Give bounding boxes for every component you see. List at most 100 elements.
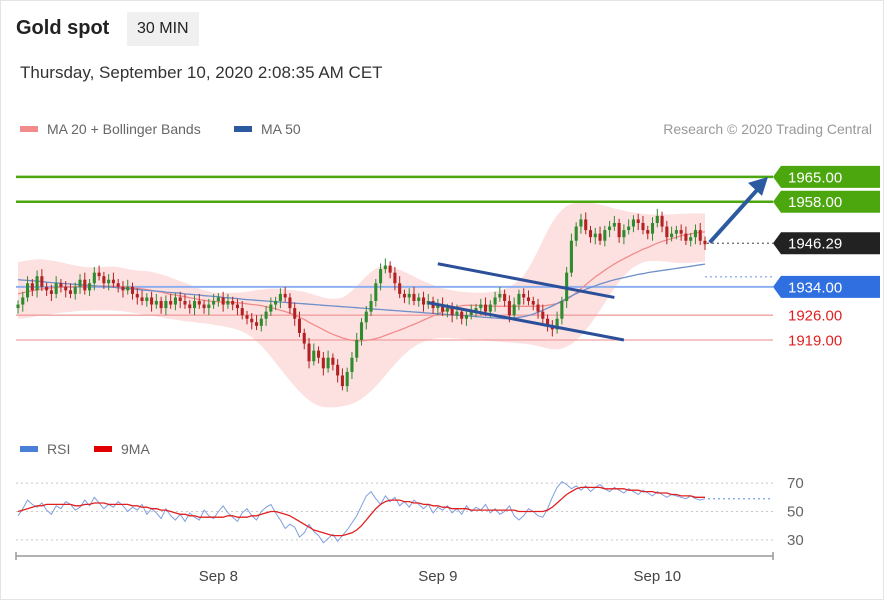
candle-body — [336, 364, 340, 376]
candle-body — [622, 230, 626, 238]
rsi-line — [17, 481, 706, 544]
candle-body — [541, 311, 545, 319]
time-axis-label: Sep 9 — [418, 568, 457, 585]
candle-body — [593, 233, 597, 238]
candle-body — [608, 226, 612, 231]
price-label-1965-00: 1965.00 — [788, 169, 842, 186]
candle-body — [26, 283, 30, 298]
candle-body — [97, 272, 101, 277]
candle-body — [16, 304, 20, 309]
candle-body — [364, 311, 368, 323]
candle-body — [603, 230, 607, 241]
candle-body — [255, 322, 259, 326]
candle-body — [345, 371, 349, 387]
candle-body — [684, 233, 688, 241]
projection-arrow-shaft — [708, 187, 760, 244]
candle-body — [226, 301, 230, 305]
candle-body — [35, 276, 39, 291]
candle-body — [288, 297, 292, 309]
candle-body — [245, 315, 249, 319]
candle-body — [259, 318, 263, 326]
candle-body — [54, 283, 58, 294]
candle-body — [460, 311, 464, 319]
candle-body — [178, 297, 182, 301]
candle-body — [88, 283, 92, 291]
candle-body — [641, 223, 645, 231]
candle-body — [355, 340, 359, 358]
candle-body — [59, 283, 63, 287]
candle-body — [73, 286, 77, 294]
candle-body — [221, 297, 225, 305]
candle-body — [436, 304, 440, 309]
candle-body — [517, 293, 521, 305]
candle-body — [650, 223, 655, 234]
candle-body — [240, 308, 244, 316]
legend-rsi: RSI — [20, 441, 70, 457]
candle-body — [569, 240, 573, 273]
candle-body — [235, 304, 239, 309]
candle-body — [469, 311, 473, 316]
candle-body — [359, 322, 364, 340]
price-label-1919-00: 1919.00 — [788, 333, 842, 350]
price-label-1958-00: 1958.00 — [788, 194, 842, 211]
candle-body — [674, 230, 678, 234]
candle-body — [703, 240, 707, 245]
price-tag-1934-00 — [773, 275, 880, 298]
candle-body — [421, 297, 426, 305]
candle-body — [450, 308, 454, 316]
candle-body — [546, 318, 550, 326]
candle-body — [278, 293, 282, 301]
candle-body — [302, 332, 306, 344]
candle-body — [312, 350, 316, 362]
candle-body — [402, 293, 406, 298]
time-axis-label: Sep 10 — [634, 568, 682, 585]
candle-body — [536, 304, 540, 312]
candle-body — [126, 286, 130, 291]
candle-body — [207, 304, 211, 309]
candle-body — [164, 301, 168, 309]
channel-lower-line — [428, 301, 625, 342]
timeframe-badge[interactable]: 30 MIN — [127, 12, 199, 46]
candle-body — [464, 315, 468, 319]
legend-bollinger-label: MA 20 + Bollinger Bands — [47, 121, 201, 137]
rsi-tick-label: 30 — [787, 532, 804, 549]
timestamp: Thursday, September 10, 2020 2:08:35 AM … — [20, 63, 383, 82]
candle-body — [297, 318, 302, 333]
candle-body — [388, 265, 392, 273]
candle-body — [588, 230, 593, 238]
candle-body — [283, 293, 287, 298]
candle-body — [455, 311, 459, 316]
candle-body — [398, 283, 402, 294]
legend-9ma-label: 9MA — [121, 441, 150, 457]
channel-upper-line — [437, 262, 615, 299]
candle-body — [250, 318, 254, 323]
candle-body — [169, 301, 173, 305]
candle-body — [173, 297, 177, 305]
candle-body — [140, 297, 144, 301]
candle-body — [617, 223, 621, 238]
candle-body — [192, 301, 197, 309]
candle-body — [317, 350, 321, 358]
credit-text: Research © 2020 Trading Central — [663, 121, 872, 137]
candle-body — [183, 301, 187, 305]
candle-body — [479, 304, 483, 309]
candle-body — [68, 290, 73, 294]
candle-body — [498, 293, 502, 298]
candle-body — [374, 283, 378, 301]
candle-body — [269, 304, 273, 312]
candle-body — [555, 318, 559, 330]
candle-body — [130, 286, 135, 294]
price-tag-1965-00 — [773, 165, 880, 188]
candle-body — [627, 226, 631, 231]
candle-body — [522, 293, 526, 298]
bollinger-band-area — [18, 202, 705, 408]
candle-body — [49, 290, 53, 294]
candle-body — [135, 293, 139, 298]
candle-body — [78, 279, 82, 287]
candle-body — [512, 304, 516, 316]
candle-body — [383, 265, 387, 270]
candle-body — [445, 308, 449, 312]
candle-body — [484, 304, 488, 312]
legend-ma50: MA 50 — [234, 121, 301, 137]
